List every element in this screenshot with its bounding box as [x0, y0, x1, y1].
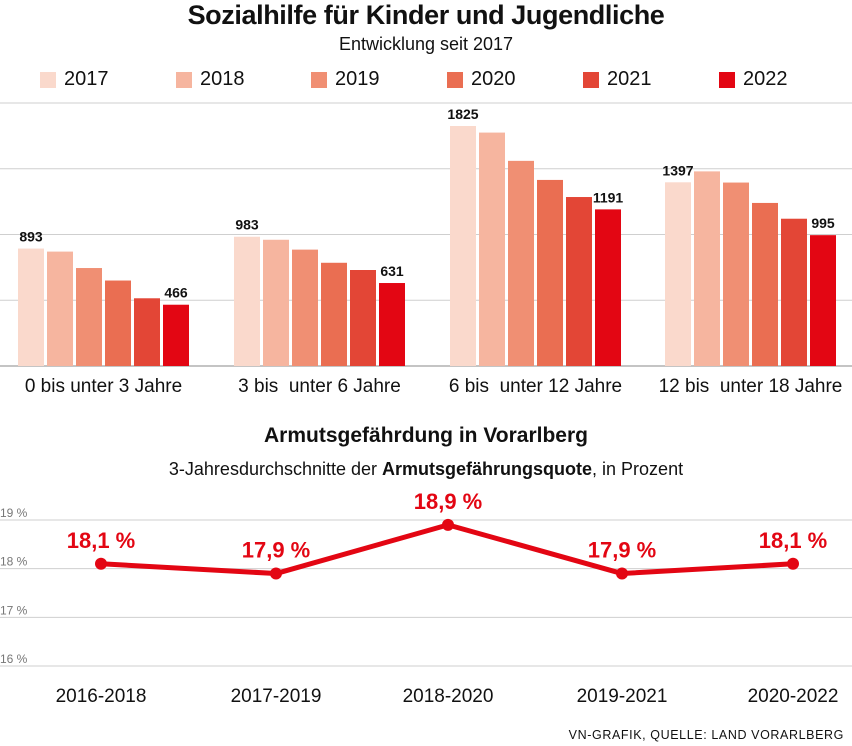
line-value-label: 18,1 %: [759, 528, 828, 553]
bar-2022-cat-3: [810, 235, 836, 366]
bar-2021-cat-0: [134, 298, 160, 366]
legend-swatch-2019: [311, 71, 327, 88]
bar-value-label: 1825: [447, 106, 478, 122]
legend-label-2021: 2021: [607, 68, 652, 90]
legend-item-2021: 2021: [583, 68, 652, 91]
bar-2020-cat-3: [752, 202, 778, 366]
chart-subtitle: Entwicklung seit 2017: [338, 34, 514, 54]
category-label-1: 3 bis unter 6 Jahre: [238, 376, 401, 397]
source-note: VN-GRAFIK, QUELLE: LAND VORARLBERG: [568, 728, 844, 742]
bar-2018-cat-0: [47, 251, 73, 366]
line-point: [787, 557, 799, 570]
bar-2021-cat-1: [350, 270, 376, 366]
legend-item-2018: 2018: [176, 68, 245, 91]
line-chart-subtitle: 3-Jahresdurchschnitte der Armutsgefährun…: [0, 459, 852, 480]
legend-label-2022: 2022: [743, 68, 788, 90]
line-point: [616, 567, 628, 580]
legend-item-2019: 2019: [311, 68, 380, 91]
bar-2020-cat-0: [105, 280, 131, 366]
legend-label-2020: 2020: [471, 68, 516, 90]
y-tick-label: 17 %: [0, 603, 28, 617]
line-chart-title: Armutsgefährdung in Vorarlberg: [264, 424, 588, 447]
line-value-label: 17,9 %: [588, 538, 657, 563]
legend-swatch-2017: [40, 71, 56, 88]
bar-2018-cat-2: [479, 132, 505, 366]
y-tick-label: 18 %: [0, 555, 28, 569]
bar-2017-cat-0: [18, 248, 44, 366]
bar-2017-cat-3: [665, 182, 691, 366]
line-point: [95, 557, 107, 570]
bar-2021-cat-2: [566, 197, 592, 366]
bar-value-label: 466: [164, 285, 188, 301]
category-label-2: 6 bis unter 12 Jahre: [449, 376, 622, 397]
bar-2017-cat-2: [450, 126, 476, 366]
legend-swatch-2021: [583, 71, 599, 88]
legend-swatch-2020: [447, 71, 463, 88]
bar-2019-cat-3: [723, 182, 749, 366]
line-point: [270, 567, 282, 580]
bar-2022-cat-1: [379, 283, 405, 366]
bar-value-label: 983: [235, 217, 259, 233]
bar-value-label: 893: [19, 229, 43, 245]
line-category-label: 2020-2022: [748, 686, 839, 707]
bar-2020-cat-2: [537, 179, 563, 366]
bar-2018-cat-1: [263, 239, 289, 366]
chart-title: Sozialhilfe für Kinder und Jugendliche: [187, 0, 665, 30]
legend-label-2019: 2019: [335, 68, 380, 90]
bar-value-label: 995: [811, 215, 835, 231]
line-value-label: 17,9 %: [242, 538, 311, 563]
line-value-label: 18,9 %: [414, 489, 483, 514]
line-value-label: 18,1 %: [67, 528, 136, 553]
line-subtitle-part-1: 3-Jahresdurchschnitte der: [168, 459, 383, 479]
legend-label-2017: 2017: [64, 68, 109, 90]
bar-2022-cat-2: [595, 209, 621, 366]
legend-item-2017: 2017: [40, 68, 109, 91]
line-category-label: 2017-2019: [231, 686, 322, 707]
line-subtitle-part-3: , in Prozent: [592, 459, 684, 479]
line-subtitle-part-2: Armutsgefährungsquote: [382, 459, 593, 479]
line-category-label: 2019-2021: [577, 686, 668, 707]
bar-2019-cat-1: [292, 249, 318, 366]
bar-2019-cat-2: [508, 160, 534, 366]
line-point: [442, 518, 454, 531]
bar-2019-cat-0: [76, 268, 102, 366]
bar-2017-cat-1: [234, 236, 260, 366]
legend-swatch-2018: [176, 71, 192, 88]
legend-item-2020: 2020: [447, 68, 516, 91]
line-category-label: 2018-2020: [403, 686, 494, 707]
legend-label-2018: 2018: [200, 68, 245, 90]
line-category-label: 2016-2018: [56, 686, 147, 707]
y-tick-label: 19 %: [0, 506, 28, 520]
y-tick-label: 16 %: [0, 652, 28, 666]
bar-2021-cat-3: [781, 218, 807, 366]
line-series: [100, 522, 794, 577]
category-label-3: 12 bis unter 18 Jahre: [659, 376, 843, 397]
bar-value-label: 1397: [662, 162, 693, 178]
bar-2018-cat-3: [694, 171, 720, 366]
legend-item-2022: 2022: [719, 68, 788, 91]
bar-chart: 0 bis unter 3 Jahre 3 bis unter 6 Jahre 6 …: [0, 102, 852, 397]
bar-2022-cat-0: [163, 304, 189, 366]
legend-swatch-2022: [719, 71, 735, 88]
legend: 2017 2018 2019 2020 2021 2022: [0, 68, 852, 94]
bar-2020-cat-1: [321, 262, 347, 366]
bar-value-label: 1191: [593, 189, 624, 205]
bar-value-label: 631: [380, 263, 404, 279]
category-label-0: 0 bis unter 3 Jahre: [25, 376, 182, 397]
